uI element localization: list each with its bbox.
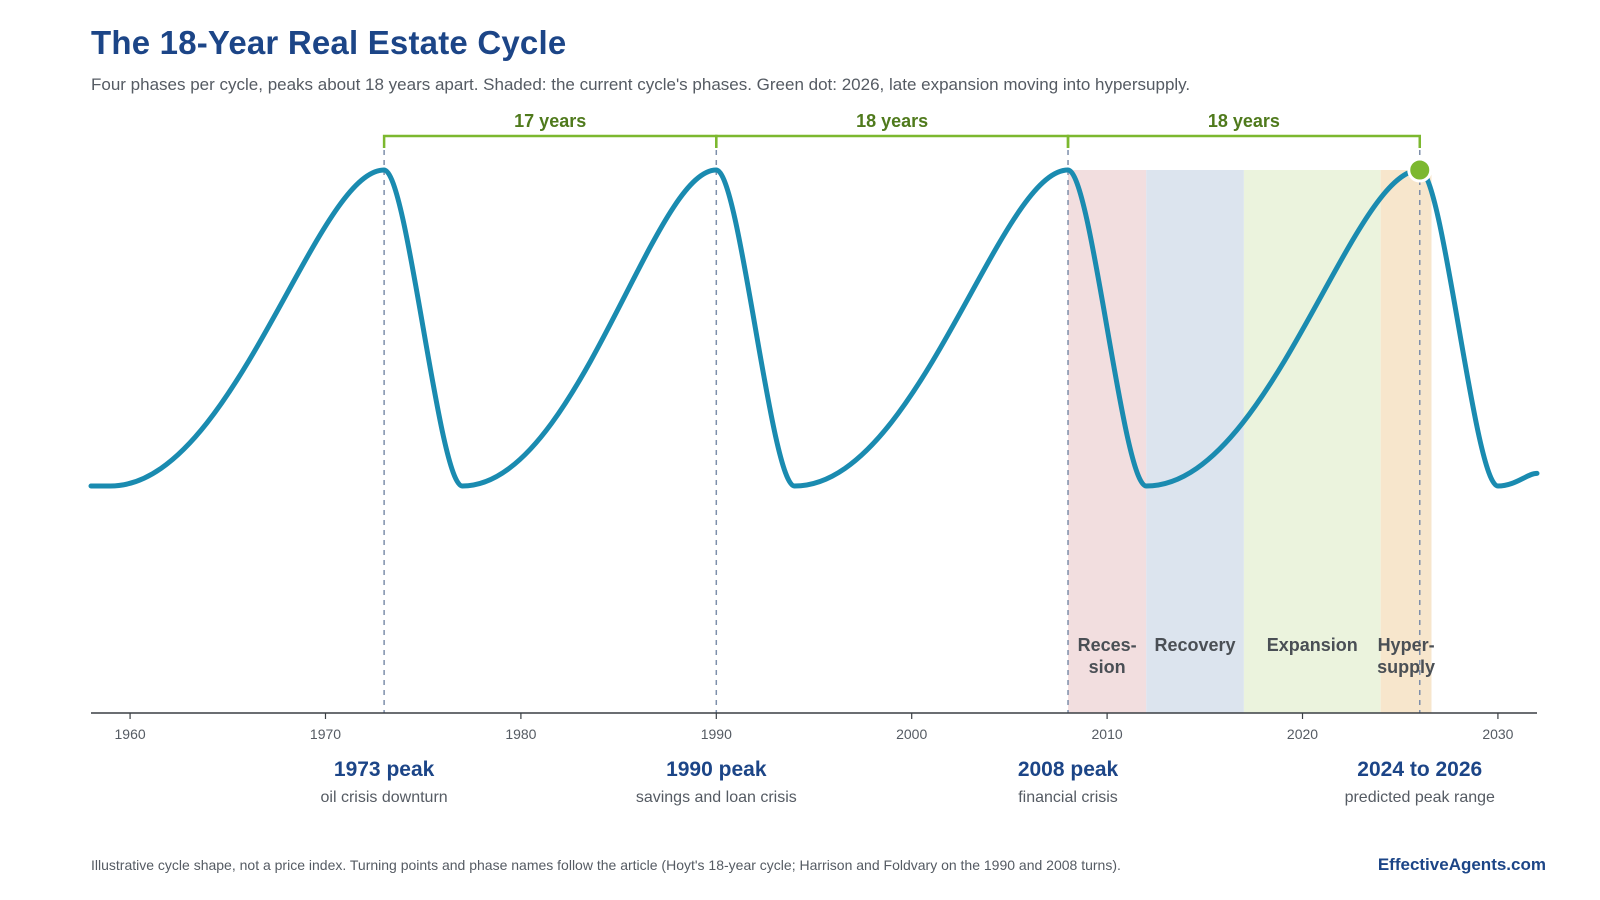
span-bracket-1990-2008 [715,134,1070,148]
current-point-dot [1407,157,1433,183]
brand-link[interactable]: EffectiveAgents.com [1377,855,1546,874]
span-label-2008-2026: 18 years [1208,111,1280,131]
peak-label-1973: 1973 peak [334,758,435,781]
x-tick-label-2000: 2000 [896,726,927,742]
phase-band-recession [1068,170,1147,713]
phase-label-hypersupply: Hyper- [1378,635,1435,655]
x-axis-ticks: 1960 1970 1980 1990 2000 2010 2020 2030 [115,713,1514,742]
peak-sublabel-1973: oil crisis downturn [321,789,448,806]
peak-label-2026: 2024 to 2026 [1357,758,1482,781]
phase-label-recovery: Recovery [1155,635,1236,655]
chart-subtitle: Four phases per cycle, peaks about 18 ye… [91,75,1191,94]
x-tick-label-1970: 1970 [310,726,341,742]
peak-label-1990: 1990 peak [666,758,767,781]
span-bracket-2008-2026 [1066,134,1422,148]
span-label-1973-1990: 17 years [514,111,586,131]
phase-label-expansion: Expansion [1267,635,1358,655]
x-tick-label-2020: 2020 [1287,726,1318,742]
x-tick-label-2030: 2030 [1482,726,1513,742]
cycle-curve [88,167,1540,489]
peak-sublabel-1990: savings and loan crisis [636,789,797,806]
peak-sublabel-2008: financial crisis [1018,789,1118,806]
peak-sublabel-2026: predicted peak range [1345,789,1495,806]
peak-labels: 1973 peak oil crisis downturn 1990 peak sav… [321,758,1495,806]
phase-band-hypersupply [1380,170,1432,713]
phase-labels: Reces-sion Recovery Expansion Hyper-supply [1078,635,1436,677]
x-tick-label-1980: 1980 [505,726,536,742]
span-brackets: 17 years 18 years 18 years [382,111,1422,148]
span-label-1990-2008: 18 years [856,111,928,131]
chart-title: The 18-Year Real Estate Cycle [91,24,567,61]
phase-label-recession: Reces- [1078,635,1137,655]
phase-bands [1068,170,1432,713]
x-tick-label-2010: 2010 [1092,726,1123,742]
span-bracket-1973-1990 [382,134,718,148]
x-tick-label-1990: 1990 [701,726,732,742]
phase-label-recession: sion [1089,657,1126,677]
phase-band-expansion [1243,170,1381,713]
phase-label-hypersupply: supply [1377,657,1435,677]
footnote: Illustrative cycle shape, not a price in… [91,857,1121,873]
peak-label-2008: 2008 peak [1018,758,1119,781]
x-tick-label-1960: 1960 [115,726,146,742]
